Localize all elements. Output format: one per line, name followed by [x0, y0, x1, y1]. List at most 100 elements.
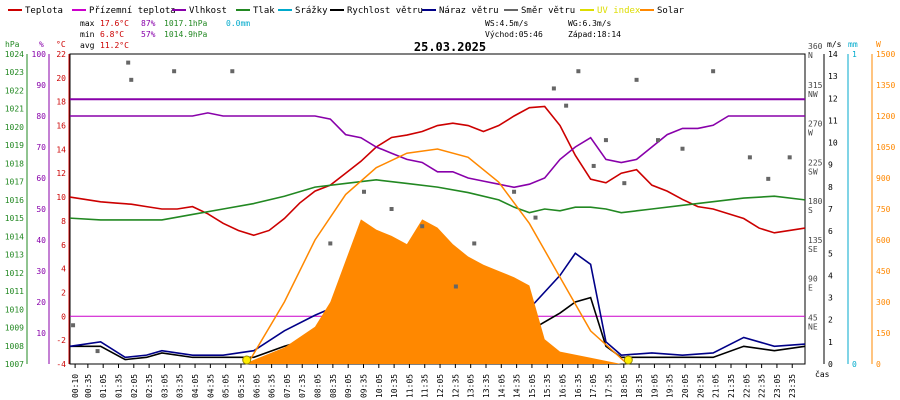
axis-units: hPa % °C m/s mm W čas [5, 40, 881, 379]
stats: max 17.6°C 87% 1017.1hPa 0.0mm min 6.8°C… [80, 19, 621, 50]
series-direction-point [564, 103, 569, 108]
tick-label-dir: SE [808, 245, 818, 254]
tick-label-hpa: 1020 [5, 123, 24, 132]
chart-date: 25.03.2025 [414, 40, 486, 54]
tick-label-hpa: 1007 [5, 360, 24, 369]
tick-label-solar: 1500 [876, 50, 895, 59]
x-tick-label: 20:05 [681, 374, 690, 398]
stat-min-temp: 6.8°C [100, 30, 124, 39]
tick-label-degc: 6 [61, 241, 66, 250]
svg-text:Solar: Solar [657, 6, 685, 16]
tick-label-solar: 0 [876, 360, 881, 369]
x-tick-label: 12:05 [436, 374, 445, 398]
tick-label-degc: -4 [56, 360, 66, 369]
tick-label-ms: 2 [828, 316, 833, 325]
stat-max-temp: 17.6°C [100, 19, 129, 28]
tick-label-degc: 0 [61, 312, 66, 321]
series-direction-point [787, 155, 792, 160]
series-direction-point [71, 323, 76, 328]
x-tick-label: 00:35 [84, 374, 93, 398]
tick-label-hpa: 1015 [5, 214, 24, 223]
tick-label-dir: NE [808, 322, 818, 331]
x-tick-label: 09:35 [359, 374, 368, 398]
series-direction-point [230, 69, 235, 74]
series-solar-max [246, 148, 628, 365]
tick-label-degc: 4 [61, 265, 66, 274]
tick-label-dir: 90 [808, 275, 818, 284]
unit-pct: % [39, 40, 44, 49]
series-direction-point [622, 181, 627, 186]
tick-label-hpa: 1024 [5, 50, 24, 59]
legend: Teplota Přízemní teplota Vlhkost Tlak Sr… [8, 6, 685, 16]
tick-label-mm: 0 [852, 360, 857, 369]
x-tick-label: 10:05 [375, 374, 384, 398]
x-tick-label: 21:05 [712, 374, 721, 398]
tick-label-pct: 10 [36, 329, 46, 338]
legend-item-vlhkost: Vlhkost [172, 6, 227, 16]
tick-label-hpa: 1019 [5, 141, 24, 150]
series-direction-point [634, 77, 639, 82]
x-tick-label: 04:35 [206, 374, 215, 398]
x-tick-label: 16:05 [559, 374, 568, 398]
tick-label-pct: 40 [36, 236, 46, 245]
tick-label-pct: 80 [36, 112, 46, 121]
tick-label-degc: 12 [56, 169, 66, 178]
x-tick-label: 08:05 [314, 374, 323, 398]
series-direction-point [680, 146, 685, 151]
x-tick-label: 16:35 [574, 374, 583, 398]
svg-text:Směr větru: Směr větru [521, 6, 575, 16]
x-tick-label: 17:35 [604, 374, 613, 398]
tick-label-solar: 1050 [876, 143, 895, 152]
stat-sunset: Západ:18:14 [568, 30, 621, 39]
tick-label-pct: 30 [36, 267, 46, 276]
x-tick-label: 02:05 [130, 374, 139, 398]
series-direction-point [126, 60, 131, 65]
legend-item-smer: Směr větru [504, 6, 575, 16]
stat-avg-temp: 11.2°C [100, 41, 129, 50]
tick-label-hpa: 1014 [5, 232, 24, 241]
tick-label-hpa: 1023 [5, 68, 24, 77]
x-axis: 00:10 00:35 01:05 01:35 02:05 02:35 03:05 03:35… [71, 364, 797, 398]
x-tick-label: 05:05 [222, 374, 231, 398]
tick-label-dir: W [808, 129, 813, 138]
svg-text:UV index: UV index [597, 6, 641, 16]
x-tick-label: 17:05 [589, 374, 598, 398]
svg-text:Tlak: Tlak [253, 6, 275, 16]
stat-rain: 0.0mm [226, 19, 250, 28]
x-tick-label: 06:35 [268, 374, 277, 398]
x-tick-label: 00:10 [71, 374, 80, 398]
x-tick-label: 07:05 [283, 374, 292, 398]
x-tick-label: 23:35 [788, 374, 797, 398]
series-direction-point [472, 241, 477, 246]
tick-label-solar: 1350 [876, 81, 895, 90]
x-tick-label: 04:05 [191, 374, 200, 398]
x-tick-label: 22:05 [742, 374, 751, 398]
series-direction-point [766, 176, 771, 181]
tick-label-degc: -2 [56, 336, 66, 345]
x-tick-label: 13:35 [482, 374, 491, 398]
stat-max-hum: 87% [141, 19, 156, 28]
x-tick-label: 03:35 [176, 374, 185, 398]
tick-label-ms: 9 [828, 161, 833, 170]
series-tlak [69, 179, 806, 221]
svg-text:Přízemní teplota: Přízemní teplota [89, 6, 176, 16]
tick-label-ms: 6 [828, 227, 833, 236]
series-direction-point [95, 349, 100, 354]
tick-label-degc: 16 [56, 122, 66, 131]
x-tick-label: 10:35 [390, 374, 399, 398]
x-tick-label: 18:05 [620, 374, 629, 398]
x-tick-label: 20:35 [696, 374, 705, 398]
tick-label-mm: 1 [852, 50, 857, 59]
tick-label-ms: 4 [828, 271, 833, 280]
tick-label-ms: 14 [828, 50, 838, 59]
tick-label-degc: 10 [56, 193, 66, 202]
svg-text:Vlhkost: Vlhkost [189, 6, 227, 16]
legend-item-naraz: Náraz větru [422, 6, 499, 16]
legend-item-teplota: Teplota [8, 6, 63, 16]
series-direction-point [747, 155, 752, 160]
tick-label-hpa: 1018 [5, 159, 24, 168]
stat-max-label: max [80, 19, 95, 28]
series-direction-point [603, 138, 608, 143]
stat-sunrise: Východ:05:46 [485, 30, 543, 39]
